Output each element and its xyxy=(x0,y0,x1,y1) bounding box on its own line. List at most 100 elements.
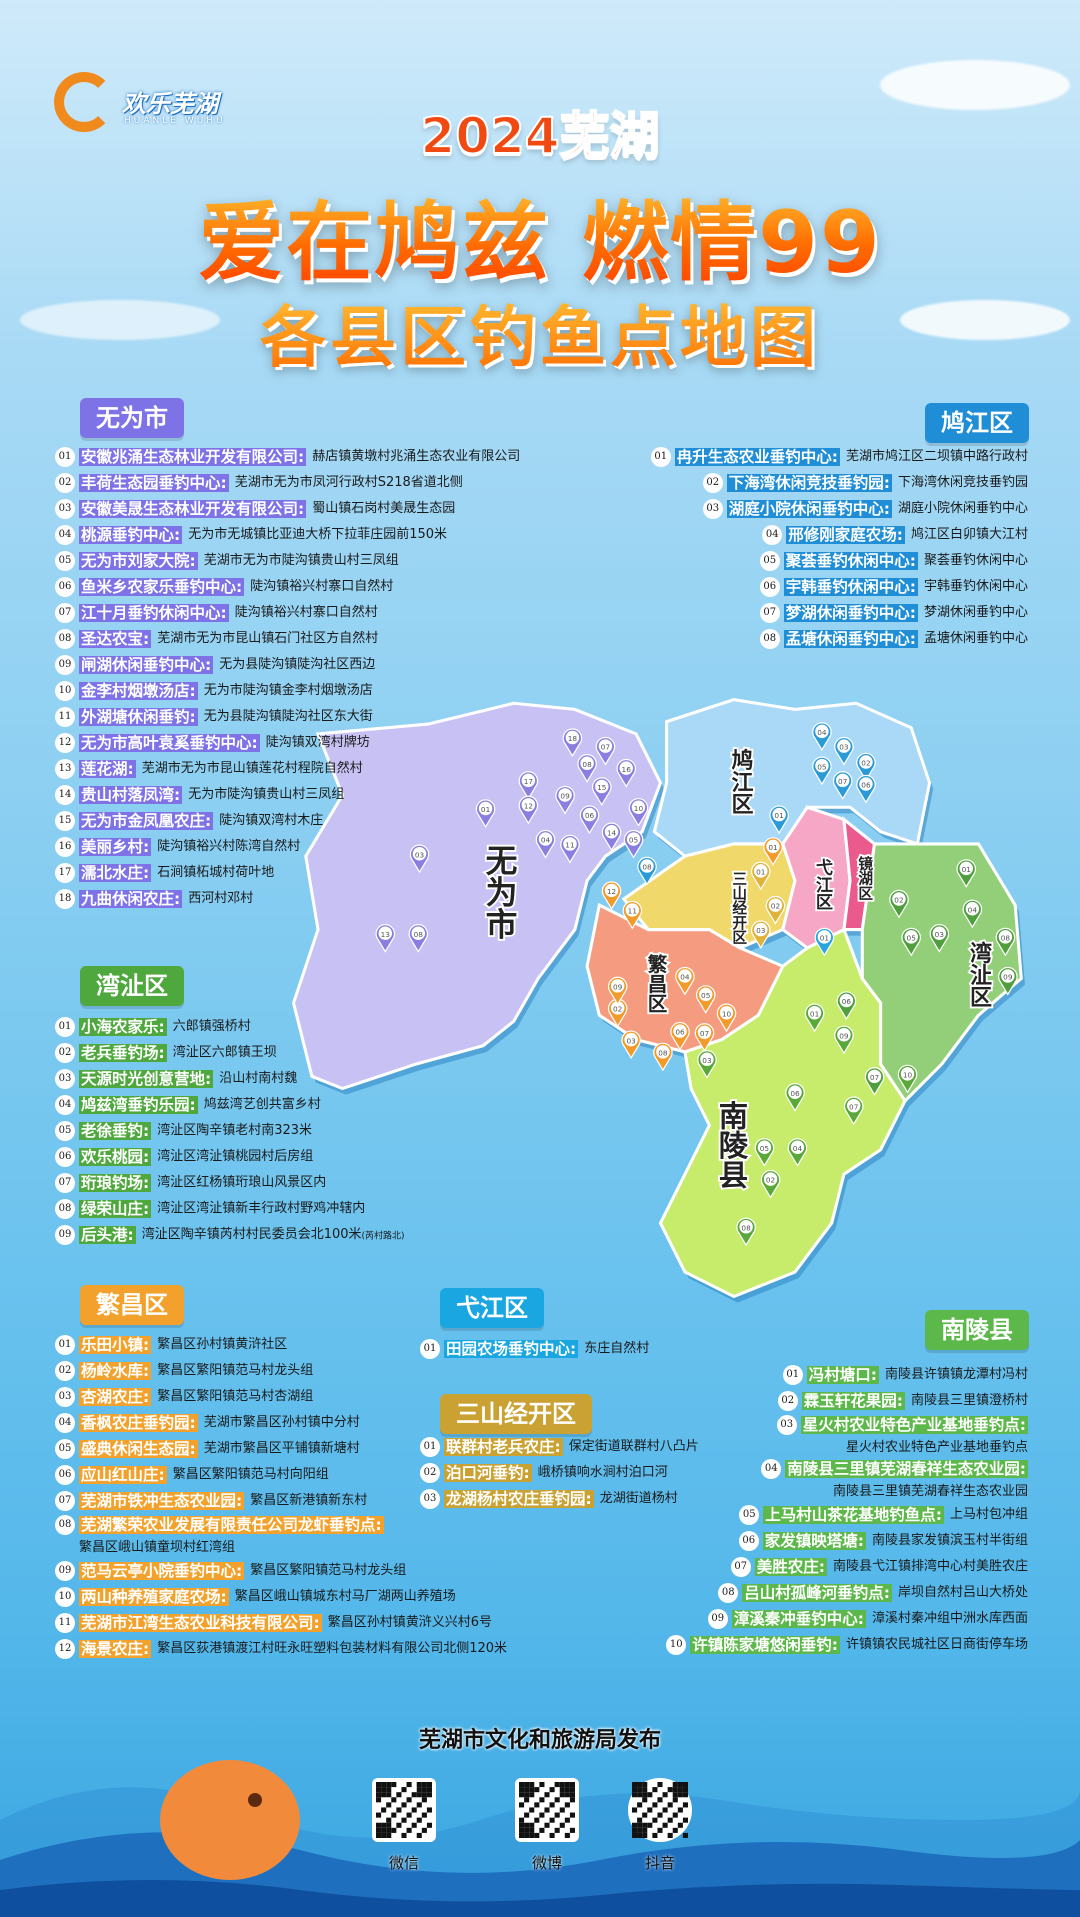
spot-item[interactable]: 04 桃源垂钓中心: 无为市无城镇比亚迪大桥下拉菲庄园前150米 xyxy=(55,522,520,548)
map-pin-wuwei[interactable]: 16 xyxy=(616,759,636,788)
spot-item[interactable]: 10 许镇陈家塘悠闲垂钓: 许镇镇农民城社区日商街停车场 xyxy=(666,1632,1028,1658)
spot-item[interactable]: 04 邢修刚家庭农场: 鸠江区白卯镇大江村 xyxy=(651,522,1028,548)
map-pin-jiujiang[interactable]: 03 xyxy=(834,736,854,766)
map-pin-fanchang[interactable]: 05 xyxy=(696,985,716,1014)
spot-item[interactable]: 08 吕山村孤峰河垂钓点: 岸坝自然村吕山大桥处 xyxy=(666,1580,1028,1606)
map-pin-nanling[interactable]: 01 xyxy=(804,1003,825,1033)
map-pin-jiujiang[interactable]: 05 xyxy=(812,756,832,786)
qr-code[interactable] xyxy=(372,1778,436,1842)
spot-item[interactable]: 01 联群村老兵农庄: 保定街道联群村八凸片 xyxy=(420,1434,699,1460)
spot-item[interactable]: 03 杏湖农庄: 繁昌区繁阳镇范马村杏湖组 xyxy=(55,1384,507,1410)
map-pin-wuwei[interactable]: 06 xyxy=(579,805,600,835)
map-pin-wuwei[interactable]: 10 xyxy=(628,798,649,827)
spot-item[interactable]: 03 龙湖杨村农庄垂钓园: 龙湖街道杨村 xyxy=(420,1486,699,1512)
map-pin-sanshan[interactable]: 03 xyxy=(751,920,771,950)
qr-code[interactable] xyxy=(515,1778,579,1842)
map-pin-fanchang[interactable]: 07 xyxy=(694,1023,715,1052)
map-pin-wuwei[interactable]: 03 xyxy=(409,844,430,874)
spot-item[interactable]: 07 江十月垂钓休闲中心: 陡沟镇裕兴村寨口自然村 xyxy=(55,600,520,626)
map-pin-wanzhi[interactable]: 01 xyxy=(956,859,976,888)
map-pin-nanling[interactable]: 08 xyxy=(736,1217,756,1247)
spot-item[interactable]: 04 南陵县三里镇芜湖春祥生态农业园: 南陵县三里镇芜湖春祥生态农业园 xyxy=(666,1458,1028,1502)
spot-item[interactable]: 03 安徽美晟生态林业开发有限公司: 蜀山镇石岗村美晟生态园 xyxy=(55,496,520,522)
spot-item[interactable]: 03 湖庭小院休闲垂钓中心: 湖庭小院休闲垂钓中心 xyxy=(651,496,1028,522)
spot-item[interactable]: 07 美胜农庄: 南陵县弋江镇排湾中心村美胜农庄 xyxy=(666,1554,1028,1580)
map-pin-jiujiang[interactable]: 01 xyxy=(769,805,789,835)
map-pin-wanzhi[interactable]: 03 xyxy=(929,924,950,953)
spot-item[interactable]: 02 下海湾休闲竞技垂钓园: 下海湾休闲竞技垂钓园 xyxy=(651,470,1028,496)
spot-item[interactable]: 01 田园农场垂钓中心: 东庄自然村 xyxy=(420,1336,649,1362)
map-pin-wuwei[interactable]: 11 xyxy=(560,834,580,864)
spot-item[interactable]: 12 海景农庄: 繁昌区荻港镇渡江村旺永旺塑料包装材料有限公司北侧120米 xyxy=(55,1636,507,1662)
spot-item[interactable]: 05 老徐垂钓: 湾沚区陶辛镇老村南323米 xyxy=(55,1118,405,1144)
spot-item[interactable]: 11 外湖塘休闲垂钓: 无为县陡沟镇陡沟社区东大街 xyxy=(55,704,520,730)
map-pin-jiujiang[interactable]: 02 xyxy=(856,752,876,782)
map-pin-wanzhi[interactable]: 09 xyxy=(998,966,1018,996)
map-pin-fanchang[interactable]: 03 xyxy=(621,1030,641,1060)
map-pin-nanling[interactable]: 03 xyxy=(697,1050,717,1079)
spot-item[interactable]: 01 小海农家乐: 六郎镇强桥村 xyxy=(55,1014,405,1040)
map-pin-wuwei[interactable]: 08 xyxy=(408,924,429,953)
map-pin-wanzhi[interactable]: 08 xyxy=(995,927,1016,957)
spot-item[interactable]: 09 漳溪秦冲垂钓中心: 漳溪村秦冲组中洲水库西面 xyxy=(666,1606,1028,1632)
spot-item[interactable]: 06 鱼米乡农家乐垂钓中心: 陡沟镇裕兴村寨口自然村 xyxy=(55,574,520,600)
spot-item[interactable]: 15 无为市金凤凰农庄: 陡沟镇双湾村木庄 xyxy=(55,808,520,834)
map-pin-nanling[interactable]: 05 xyxy=(754,1138,775,1167)
spot-item[interactable]: 09 范马云亭小院垂钓中心: 繁昌区繁阳镇范马村龙头组 xyxy=(55,1558,507,1584)
spot-item[interactable]: 03 星火村农业特色产业基地垂钓点: 星火村农业特色产业基地垂钓点 xyxy=(666,1414,1028,1458)
map-pin-wuwei[interactable]: 09 xyxy=(555,785,575,815)
spot-item[interactable]: 01 安徽兆涌生态林业开发有限公司: 赫店镇黄墩村兆涌生态农业有限公司 xyxy=(55,444,520,470)
spot-item[interactable]: 01 乐田小镇: 繁昌区孙村镇黄浒社区 xyxy=(55,1332,507,1358)
map-pin-wuwei[interactable]: 18 xyxy=(562,728,583,758)
map-pin-jiujiang[interactable]: 08 xyxy=(637,856,657,886)
map-pin-nanling[interactable]: 07 xyxy=(844,1096,864,1126)
spot-item[interactable]: 13 莲花湖: 芜湖市无为市昆山镇莲花村程院自然村 xyxy=(55,756,520,782)
map-pin-jiujiang[interactable]: 06 xyxy=(856,774,876,804)
spot-item[interactable]: 08 芜湖繁荣农业发展有限责任公司龙虾垂钓点: 繁昌区峨山镇童坝村红湾组 xyxy=(55,1514,507,1558)
map-pin-wuwei[interactable]: 08 xyxy=(577,754,597,783)
spot-item[interactable]: 05 上马村山茶花基地钓鱼点: 上马村包冲组 xyxy=(666,1502,1028,1528)
map-pin-wuwei[interactable]: 04 xyxy=(535,829,556,859)
map-pin-fanchang[interactable]: 01 xyxy=(763,837,783,866)
spot-item[interactable]: 08 圣达农宝: 芜湖市无为市昆山镇石门社区方自然村 xyxy=(55,626,520,652)
spot-item[interactable]: 08 绿荣山庄: 湾沚区湾沚镇新丰行政村野鸡冲辖内 xyxy=(55,1196,405,1222)
spot-item[interactable]: 02 泊口河垂钓: 峨桥镇响水涧村泊口河 xyxy=(420,1460,699,1486)
map-pin-nanling[interactable]: 06 xyxy=(785,1083,805,1112)
map-pin-fanchang[interactable]: 09 xyxy=(607,976,628,1006)
spot-item[interactable]: 12 无为市高叶袁奚垂钓中心: 陡沟镇双湾村牌坊 xyxy=(55,730,520,756)
qr-code[interactable] xyxy=(628,1778,692,1842)
map-pin-fanchang[interactable]: 08 xyxy=(653,1042,673,1072)
map-pin-jiujiang[interactable]: 04 xyxy=(812,722,832,751)
spot-item[interactable]: 16 美丽乡村: 陡沟镇裕兴村陈湾自然村 xyxy=(55,834,520,860)
map-pin-nanling[interactable]: 02 xyxy=(760,1169,781,1199)
map-pin-wanzhi[interactable]: 02 xyxy=(889,889,909,919)
spot-item[interactable]: 09 后头港: 湾沚区陶辛镇芮村村民委员会北100米(芮村路北) xyxy=(55,1222,405,1248)
spot-item[interactable]: 09 闸湖休闲垂钓中心: 无为县陡沟镇陡沟社区西边 xyxy=(55,652,520,678)
spot-item[interactable]: 01 冯村塘口: 南陵县许镇镇龙潭村冯村 xyxy=(666,1362,1028,1388)
spot-item[interactable]: 10 两山种养殖家庭农场: 繁昌区峨山镇城东村马厂湖两山养殖场 xyxy=(55,1584,507,1610)
spot-item[interactable]: 02 老兵垂钓场: 湾沚区六郎镇王坝 xyxy=(55,1040,405,1066)
map-pin-nanling[interactable]: 04 xyxy=(787,1138,808,1167)
spot-item[interactable]: 07 梦湖休闲垂钓中心: 梦湖休闲垂钓中心 xyxy=(651,600,1028,626)
map-pin-sanshan[interactable]: 01 xyxy=(751,861,771,891)
map-pin-wuwei[interactable]: 13 xyxy=(375,924,395,953)
map-pin-wanzhi[interactable]: 05 xyxy=(901,927,921,957)
spot-item[interactable]: 02 杨岭水库: 繁昌区繁阳镇范马村龙头组 xyxy=(55,1358,507,1384)
spot-item[interactable]: 06 家发镇映塔塘: 南陵县家发镇滨玉村半街组 xyxy=(666,1528,1028,1554)
spot-item[interactable]: 07 芜湖市铁冲生态农业园: 繁昌区新港镇新东村 xyxy=(55,1488,507,1514)
map-pin-wuwei[interactable]: 17 xyxy=(518,771,539,800)
spot-item[interactable]: 11 芜湖市江湾生态农业科技有限公司: 繁昌区孙村镇黄浒义兴村6号 xyxy=(55,1610,507,1636)
map-pin-sanshan[interactable]: 02 xyxy=(765,895,786,925)
map-pin-wuwei[interactable]: 01 xyxy=(475,799,496,829)
spot-item[interactable]: 05 盛典休闲生态园: 芜湖市繁昌区平铺镇新塘村 xyxy=(55,1436,507,1462)
map-pin-wuwei[interactable]: 05 xyxy=(623,829,644,859)
map-pin-nanling[interactable]: 10 xyxy=(897,1064,918,1094)
spot-item[interactable]: 18 九曲休闲农庄: 西河村邓村 xyxy=(55,886,520,912)
map-pin-fanchang[interactable]: 12 xyxy=(601,881,622,910)
map-pin-yijiang[interactable]: 01 xyxy=(814,927,835,957)
map-pin-fanchang[interactable]: 11 xyxy=(622,900,643,930)
map-pin-nanling[interactable]: 09 xyxy=(834,1025,854,1055)
spot-item[interactable]: 06 应山红山庄: 繁昌区繁阳镇范马村向阳组 xyxy=(55,1462,507,1488)
map-pin-wuwei[interactable]: 15 xyxy=(592,777,612,806)
spot-item[interactable]: 02 丰荷生态园垂钓中心: 芜湖市无为市凤河行政村S218省道北侧 xyxy=(55,470,520,496)
